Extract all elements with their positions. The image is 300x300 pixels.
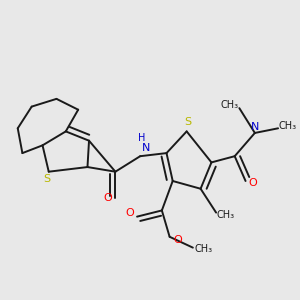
- Text: CH₃: CH₃: [279, 121, 297, 131]
- Text: H: H: [138, 133, 146, 143]
- Text: O: O: [248, 178, 257, 188]
- Text: CH₃: CH₃: [216, 210, 235, 220]
- Text: S: S: [184, 117, 192, 127]
- Text: N: N: [142, 143, 150, 154]
- Text: O: O: [103, 193, 112, 203]
- Text: O: O: [126, 208, 135, 218]
- Text: S: S: [44, 174, 51, 184]
- Text: CH₃: CH₃: [195, 244, 213, 254]
- Text: N: N: [251, 122, 259, 132]
- Text: CH₃: CH₃: [220, 100, 238, 110]
- Text: O: O: [173, 235, 182, 245]
